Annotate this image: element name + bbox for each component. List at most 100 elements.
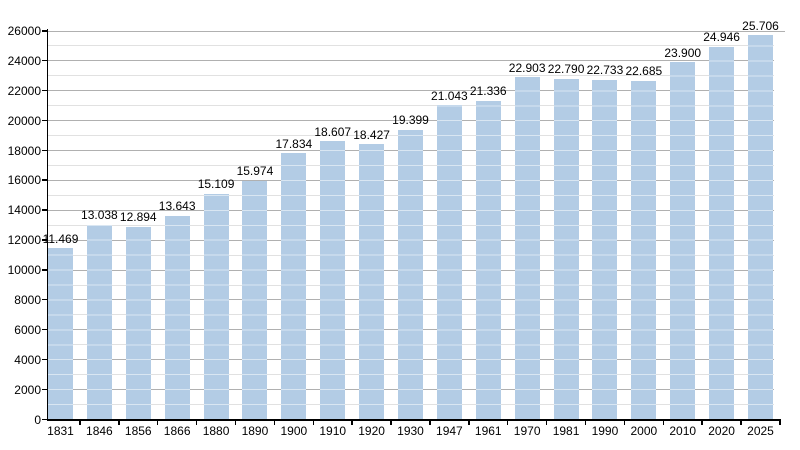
y-tick (41, 149, 47, 152)
bar-value-label: 18.427 (353, 127, 390, 142)
y-tick (41, 239, 47, 241)
x-tick (701, 420, 703, 425)
x-tick (506, 420, 509, 425)
y-tick (41, 119, 47, 122)
x-tick (662, 420, 665, 425)
bar (359, 144, 385, 420)
bar (48, 248, 73, 420)
y-tick-label: 16000 (7, 173, 41, 188)
bar-value-label: 21.336 (469, 84, 507, 99)
y-tick (41, 30, 47, 32)
bar (631, 80, 657, 420)
x-tick (118, 420, 120, 425)
bar-value-label: 17.834 (275, 136, 313, 151)
x-tick-label: 1947 (436, 424, 463, 438)
y-tick (41, 89, 47, 92)
bar-value-label: 24.946 (703, 30, 740, 45)
bar-value-label: 22.685 (625, 64, 663, 79)
bar (320, 141, 346, 420)
bar-value-label: 22.903 (508, 60, 546, 75)
x-tick (351, 420, 353, 425)
bar (398, 129, 423, 420)
bar-value-label: 19.399 (392, 113, 429, 128)
y-tick (41, 209, 47, 211)
x-tick (468, 420, 470, 425)
x-tick (195, 420, 198, 425)
y-tick (41, 418, 47, 420)
major-gridline (48, 90, 774, 92)
y-tick (41, 328, 47, 331)
bar (203, 193, 229, 420)
y-tick-label: 2000 (14, 382, 41, 397)
y-tick-label: 8000 (14, 292, 41, 307)
bar (514, 77, 540, 420)
bar (709, 46, 735, 420)
bar-value-label: 18.607 (314, 124, 352, 139)
bar (125, 226, 151, 420)
bar (164, 215, 190, 420)
x-tick-label: 1920 (358, 424, 385, 438)
y-tick (41, 358, 47, 361)
x-tick-label: 1990 (591, 424, 619, 438)
y-tick (41, 59, 47, 62)
y-tick-label: 26000 (7, 24, 41, 38)
x-tick (79, 420, 81, 425)
bar-value-label: 13.643 (158, 199, 196, 214)
x-tick (273, 420, 276, 425)
x-tick (584, 420, 587, 425)
bar (592, 79, 618, 420)
bar (748, 35, 773, 420)
bar (436, 105, 462, 420)
x-tick-label: 1970 (513, 424, 541, 438)
bar-value-label: 21.043 (431, 88, 468, 103)
y-tick-label: 12000 (7, 233, 41, 248)
y-tick-label: 20000 (7, 113, 41, 128)
y-tick-label: 0 (34, 412, 41, 427)
major-gridline (48, 30, 785, 32)
y-tick-label: 14000 (7, 203, 41, 218)
y-tick-label: 6000 (14, 322, 41, 337)
x-tick-label: 1981 (552, 424, 580, 438)
x-tick-label: 1961 (474, 424, 502, 438)
minor-gridline (48, 45, 774, 47)
bar-value-label: 15.109 (197, 177, 235, 192)
x-tick-label: 2025 (747, 424, 774, 438)
x-tick-label: 1900 (280, 424, 308, 438)
x-tick-label: 2010 (669, 424, 697, 438)
x-tick (779, 420, 781, 425)
major-gridline (48, 60, 774, 62)
y-tick-label: 10000 (7, 263, 41, 278)
y-axis (46, 29, 48, 421)
major-gridline (48, 120, 774, 122)
bar-value-label: 22.790 (547, 62, 585, 77)
x-tick (312, 420, 315, 425)
x-tick-label: 1910 (319, 424, 347, 438)
minor-gridline (48, 105, 774, 107)
x-tick (429, 420, 431, 425)
x-tick-label: 1880 (202, 424, 230, 438)
bar-value-label: 22.733 (586, 63, 624, 78)
x-tick (390, 420, 392, 425)
x-tick (156, 420, 159, 425)
bar (670, 62, 696, 420)
minor-gridline (48, 75, 774, 77)
y-tick (41, 298, 47, 301)
bar (553, 78, 579, 420)
bar-value-label: 12.894 (119, 210, 157, 225)
bar-value-label: 23.900 (664, 45, 702, 60)
x-tick-label: 1930 (397, 424, 424, 438)
bar-value-label: 25.706 (742, 18, 779, 33)
y-tick-label: 24000 (7, 53, 41, 68)
x-tick-label: 1890 (241, 424, 269, 438)
y-tick-label: 18000 (7, 143, 41, 158)
x-tick-label: 1846 (86, 424, 113, 438)
bar (475, 100, 501, 420)
x-tick-label: 1831 (47, 424, 74, 438)
bar (242, 180, 268, 420)
bar-value-label: 13.038 (81, 208, 118, 223)
x-tick (740, 420, 742, 425)
